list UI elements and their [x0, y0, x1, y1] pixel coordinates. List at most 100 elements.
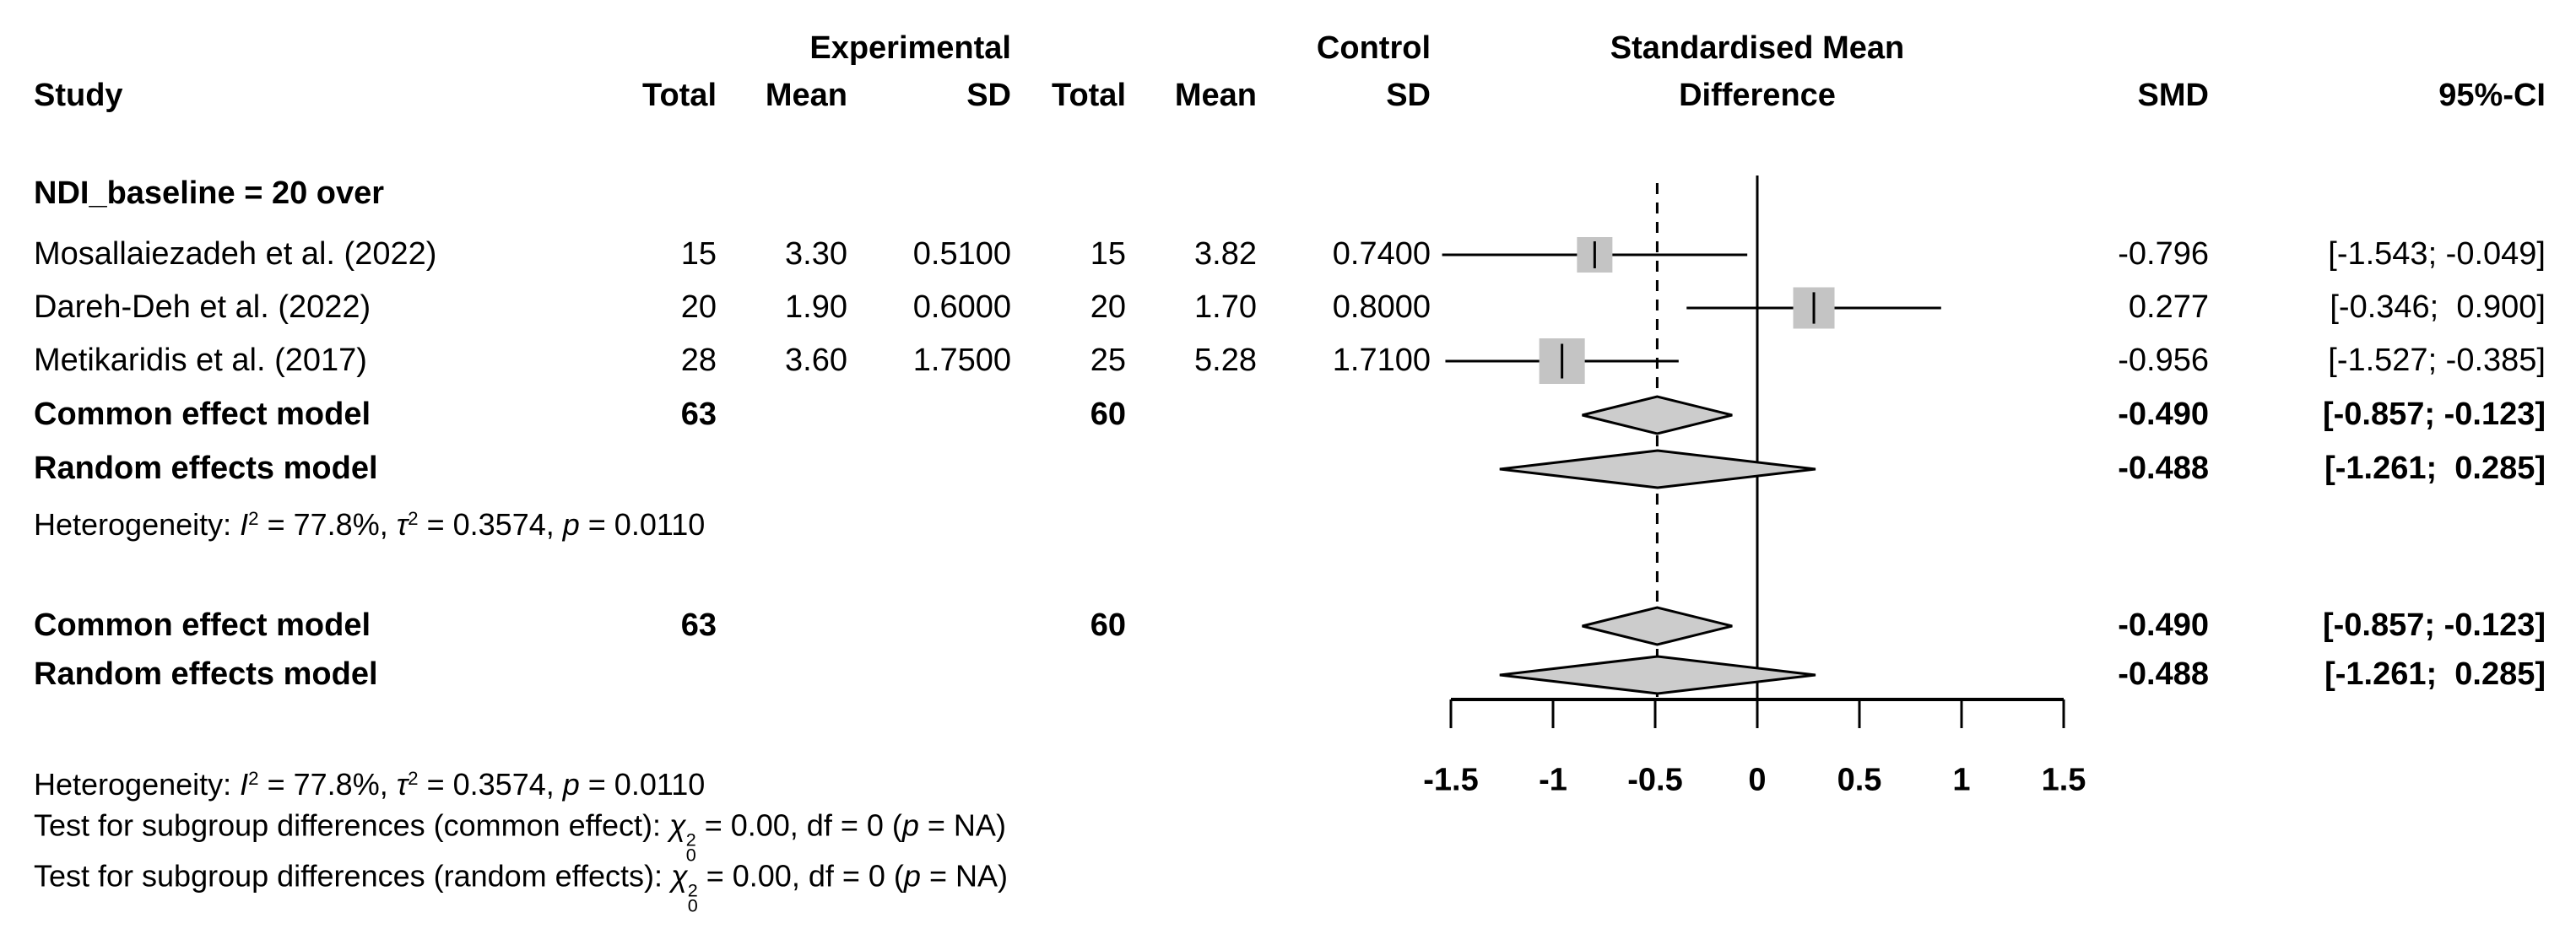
study-ctl-mean: 1.70 — [1194, 289, 1257, 326]
study-ctl-total: 20 — [1090, 289, 1126, 326]
header-experimental-group: Experimental — [809, 30, 1011, 67]
het-i-symbol: I — [240, 767, 249, 802]
p-value: = NA) — [918, 807, 1006, 843]
overall-common-ctl-total: 60 — [1090, 608, 1126, 644]
het-prefix: Heterogeneity: — [34, 767, 241, 802]
test-subgroup-random-text: Test for subgroup differences (random ef… — [34, 858, 1008, 915]
common-effect-label: Common effect model — [34, 397, 371, 433]
random-effects-smd: -0.488 — [2118, 451, 2209, 487]
chi-sup: 2 — [685, 829, 696, 850]
study-ctl-sd: 1.7100 — [1332, 343, 1431, 379]
study-ci-value: [-1.543; -0.049] — [2328, 236, 2546, 273]
common-effect-exp-total: 63 — [680, 397, 717, 433]
subgroup-random-effects-diamond — [1499, 449, 1816, 489]
het-i-value: = 77.8%, — [258, 507, 397, 543]
axis-tick-label: 0 — [1748, 762, 1767, 798]
p-symbol: p — [901, 807, 919, 843]
het-tau-value: = 0.3574, — [418, 507, 563, 543]
study-name: Metikaridis et al. (2017) — [34, 343, 367, 379]
axis-tick-label: 1.5 — [2041, 762, 2086, 798]
chi-symbol: χ — [671, 858, 688, 894]
random-effects-ci: [-1.261; 0.285] — [2324, 451, 2546, 487]
common-effect-ci: [-0.857; -0.123] — [2322, 397, 2546, 433]
axis-tick-label: -1.5 — [1423, 762, 1479, 798]
study-ctl-mean: 5.28 — [1194, 343, 1257, 379]
chi-symbol: χ — [669, 807, 686, 843]
het-tau-sup: 2 — [408, 507, 419, 529]
overall-common-effect-diamond — [1582, 606, 1733, 646]
overall-random-smd: -0.488 — [2118, 656, 2209, 693]
subgroup-heterogeneity-text: Heterogeneity: I2 = 77.8%, τ2 = 0.3574, … — [34, 508, 705, 542]
overall-random-ci: [-1.261; 0.285] — [2324, 656, 2546, 693]
het-p-symbol: p — [562, 767, 580, 802]
overall-common-smd: -0.490 — [2118, 608, 2209, 644]
study-ctl-sd: 0.7400 — [1332, 236, 1431, 273]
header-exp-sd: SD — [966, 78, 1011, 114]
chi-sub: 0 — [685, 843, 696, 865]
common-effect-smd: -0.490 — [2118, 397, 2209, 433]
header-smd: SMD — [2137, 78, 2209, 114]
header-control-group: Control — [1316, 30, 1431, 67]
header-ctl-sd: SD — [1386, 78, 1431, 114]
header-exp-mean: Mean — [765, 78, 847, 114]
overall-common-label: Common effect model — [34, 608, 371, 644]
chi-sub: 0 — [687, 894, 698, 915]
study-ci-value: [-1.527; -0.385] — [2328, 343, 2546, 379]
header-effect-line1: Standardised Mean — [1610, 30, 1905, 67]
het-p-symbol: p — [562, 507, 580, 543]
p-symbol: p — [903, 858, 921, 894]
test-prefix: Test for subgroup differences (random ef… — [34, 858, 672, 894]
study-smd-value: -0.796 — [2118, 236, 2209, 273]
het-p-value: = 0.0110 — [579, 767, 706, 802]
overall-heterogeneity-text: Heterogeneity: I2 = 77.8%, τ2 = 0.3574, … — [34, 768, 705, 802]
het-tau-sup: 2 — [408, 767, 419, 789]
header-study: Study — [34, 78, 123, 114]
study-ctl-total: 15 — [1090, 236, 1126, 273]
axis-tick-label: -1 — [1539, 762, 1567, 798]
subgroup-label: NDI_baseline = 20 over — [34, 176, 385, 212]
study-ci-value: [-0.346; 0.900] — [2330, 289, 2546, 326]
study-exp-total: 28 — [680, 343, 717, 379]
het-tau-value: = 0.3574, — [418, 767, 563, 802]
study-exp-mean: 3.60 — [785, 343, 847, 379]
p-value: = NA) — [920, 858, 1008, 894]
het-i-symbol: I — [240, 507, 249, 543]
test-values: = 0.00, df = 0 ( — [695, 807, 902, 843]
study-exp-total: 15 — [680, 236, 717, 273]
test-values: = 0.00, df = 0 ( — [697, 858, 904, 894]
test-prefix: Test for subgroup differences (common ef… — [34, 807, 670, 843]
overall-common-ci: [-0.857; -0.123] — [2322, 608, 2546, 644]
header-exp-total: Total — [642, 78, 717, 114]
overall-common-exp-total: 63 — [680, 608, 717, 644]
axis-tick-label: -0.5 — [1627, 762, 1683, 798]
header-effect-line2: Difference — [1679, 78, 1836, 114]
test-subgroup-common-text: Test for subgroup differences (common ef… — [34, 807, 1006, 865]
study-name: Dareh-Deh et al. (2022) — [34, 289, 371, 326]
study-smd-value: -0.956 — [2118, 343, 2209, 379]
het-i-sup: 2 — [248, 507, 259, 529]
study-exp-total: 20 — [680, 289, 717, 326]
header-ci: 95%-CI — [2438, 78, 2546, 114]
axis-tick-label: 1 — [1952, 762, 1971, 798]
het-tau-symbol: τ — [396, 767, 409, 802]
het-i-value: = 77.8%, — [258, 767, 397, 802]
study-exp-sd: 1.7500 — [912, 343, 1011, 379]
het-tau-symbol: τ — [396, 507, 409, 543]
study-exp-sd: 0.5100 — [912, 236, 1011, 273]
header-ctl-mean: Mean — [1174, 78, 1257, 114]
common-effect-ctl-total: 60 — [1090, 397, 1126, 433]
axis-tick-label: 0.5 — [1837, 762, 1882, 798]
study-name: Mosallaiezadeh et al. (2022) — [34, 236, 437, 273]
header-ctl-total: Total — [1052, 78, 1126, 114]
study-ctl-total: 25 — [1090, 343, 1126, 379]
study-exp-sd: 0.6000 — [912, 289, 1011, 326]
subgroup-common-effect-diamond — [1582, 395, 1733, 435]
overall-random-label: Random effects model — [34, 656, 378, 693]
het-p-value: = 0.0110 — [579, 507, 706, 543]
study-ctl-mean: 3.82 — [1194, 236, 1257, 273]
het-prefix: Heterogeneity: — [34, 507, 241, 543]
